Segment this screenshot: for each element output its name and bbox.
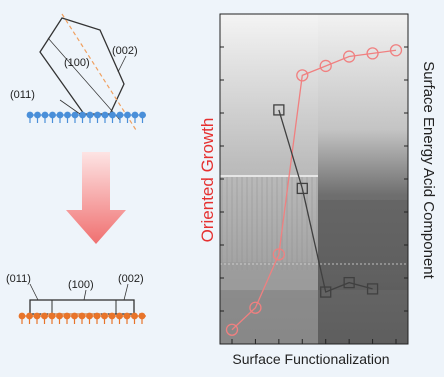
data-point-circle <box>272 248 286 261</box>
label-pointer-002 <box>117 55 127 73</box>
data-point-circle <box>366 47 379 60</box>
series-line-1 <box>278 109 373 293</box>
growth-schematic: (100) (002) (011) (011) (100) (002) <box>0 0 196 372</box>
substrate-molecule <box>33 312 41 320</box>
substrate-molecule <box>56 312 63 320</box>
substrate-molecule <box>34 111 41 119</box>
data-point-circle <box>389 44 403 57</box>
substrate-molecule <box>123 312 131 320</box>
substrate-molecule <box>78 312 86 320</box>
substrate-molecule <box>48 312 56 320</box>
data-point-circle <box>342 50 356 63</box>
substrate-orange <box>18 312 146 324</box>
tilted-crystal <box>39 17 125 121</box>
y-axis-label-left: Oriented Growth <box>198 118 217 243</box>
substrate-molecule <box>138 312 146 320</box>
substrate-molecule <box>124 111 131 119</box>
substrate-molecule <box>116 111 124 119</box>
y-axis-label-right: Surface Energy Acid Component <box>420 61 437 279</box>
chart-panel: Oriented Growth Surface Energy Acid Comp… <box>196 0 444 372</box>
substrate-molecule <box>71 312 78 320</box>
label-pointer-002-b <box>123 283 129 301</box>
label-100-top: (100) <box>64 57 90 69</box>
substrate-molecule <box>63 312 71 320</box>
axis-ticks <box>220 13 408 345</box>
series-lines <box>231 49 397 331</box>
substrate-molecule <box>86 312 93 320</box>
label-011-bottom: (011) <box>6 273 31 285</box>
label-pointer-011 <box>59 99 81 115</box>
substrate-molecule <box>26 111 34 119</box>
substrate-molecule <box>101 111 109 119</box>
data-point-circle <box>249 301 262 314</box>
flat-crystal <box>29 299 135 315</box>
substrate-blue <box>26 111 146 123</box>
substrate-molecule <box>101 312 108 320</box>
substrate-molecule <box>56 111 64 119</box>
data-point-square <box>320 286 332 298</box>
label-011-top: (011) <box>10 89 35 101</box>
data-point-circle <box>319 59 332 73</box>
substrate-molecule <box>18 312 26 320</box>
substrate-molecule <box>41 312 48 320</box>
data-point-square <box>273 104 285 116</box>
substrate-molecule <box>71 111 79 119</box>
substrate-molecule <box>86 111 94 119</box>
substrate-molecule <box>116 312 123 320</box>
substrate-molecule <box>79 111 86 119</box>
substrate-molecule <box>109 111 116 119</box>
label-100-bottom: (100) <box>68 279 94 291</box>
substrate-molecule <box>131 111 139 119</box>
substrate-molecule <box>108 312 116 320</box>
substrate-molecule <box>49 111 56 119</box>
sem-micrograph-background <box>220 14 408 344</box>
label-pointer-100-b <box>83 289 87 301</box>
x-axis-label: Surface Functionalization <box>232 351 389 367</box>
substrate-molecule <box>41 111 49 119</box>
substrate-molecule <box>26 312 33 320</box>
data-point-square <box>296 182 308 195</box>
data-point-square <box>366 283 379 295</box>
data-point-square <box>343 276 355 289</box>
label-002-bottom: (002) <box>118 273 144 285</box>
data-point-circle <box>225 323 239 336</box>
substrate-molecule <box>139 111 146 119</box>
substrate-molecule <box>93 312 101 320</box>
substrate-molecule <box>131 312 138 320</box>
substrate-molecule <box>64 111 71 119</box>
series-markers <box>225 44 403 336</box>
substrate-molecule <box>94 111 101 119</box>
series-line-0 <box>231 49 397 331</box>
label-002-top: (002) <box>112 45 138 57</box>
orientation-dash-line <box>61 13 137 131</box>
transition-arrow <box>66 152 126 244</box>
data-point-circle <box>296 69 309 82</box>
label-pointer-011-b <box>29 283 39 301</box>
